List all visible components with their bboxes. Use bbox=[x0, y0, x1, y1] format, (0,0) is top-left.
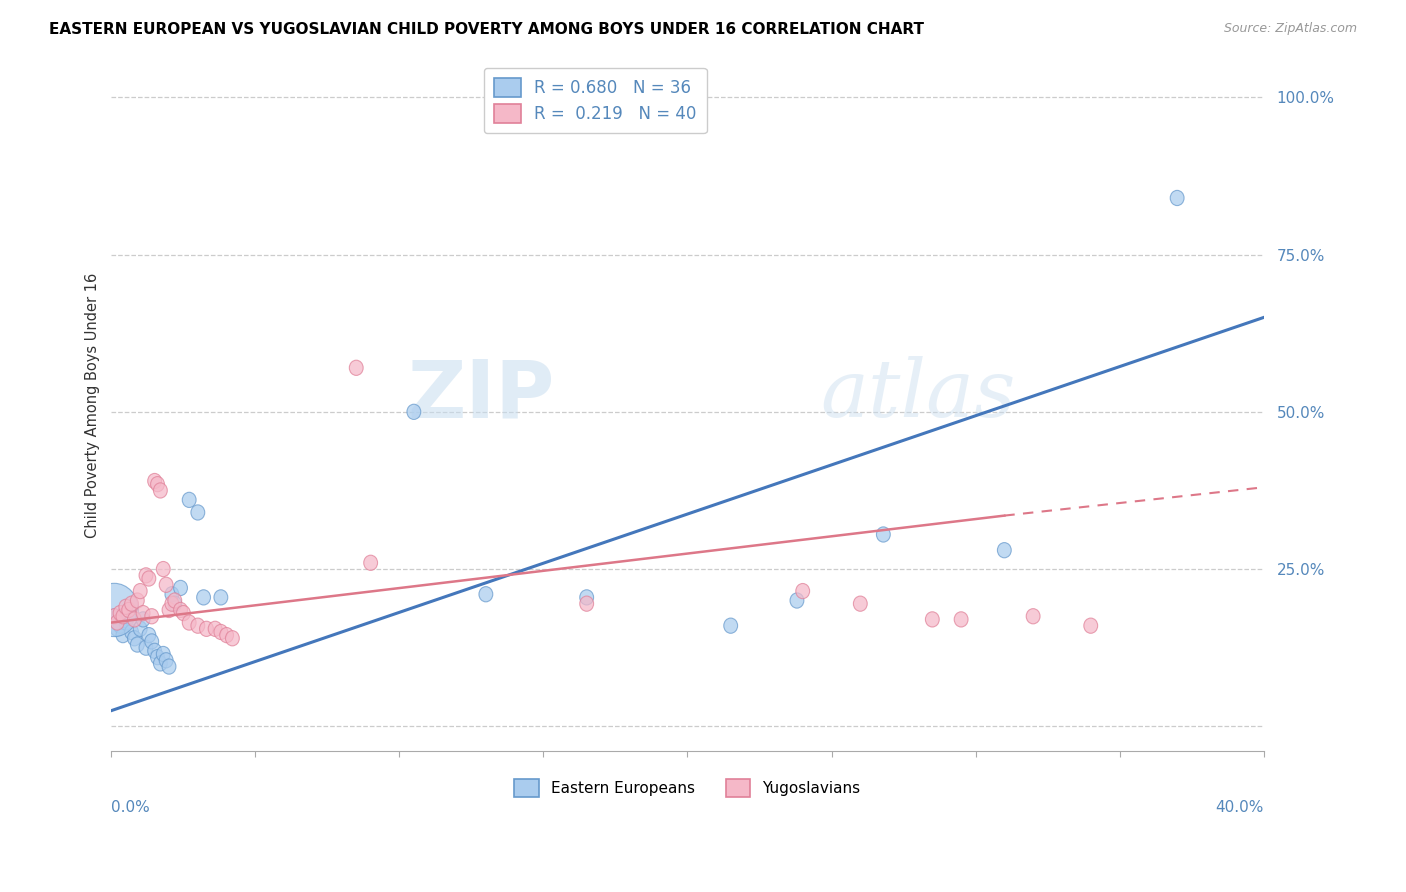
Ellipse shape bbox=[90, 583, 138, 637]
Ellipse shape bbox=[790, 593, 804, 608]
Ellipse shape bbox=[853, 596, 868, 611]
Ellipse shape bbox=[134, 583, 148, 599]
Ellipse shape bbox=[148, 474, 162, 489]
Ellipse shape bbox=[159, 577, 173, 592]
Ellipse shape bbox=[153, 483, 167, 498]
Ellipse shape bbox=[107, 608, 121, 624]
Ellipse shape bbox=[136, 612, 150, 627]
Ellipse shape bbox=[122, 602, 135, 617]
Text: ZIP: ZIP bbox=[408, 356, 555, 434]
Ellipse shape bbox=[579, 596, 593, 611]
Ellipse shape bbox=[364, 555, 378, 570]
Ellipse shape bbox=[110, 621, 124, 636]
Ellipse shape bbox=[136, 606, 150, 621]
Ellipse shape bbox=[110, 615, 124, 630]
Ellipse shape bbox=[479, 587, 492, 602]
Ellipse shape bbox=[150, 649, 165, 665]
Ellipse shape bbox=[796, 583, 810, 599]
Ellipse shape bbox=[183, 492, 195, 508]
Ellipse shape bbox=[148, 643, 162, 658]
Legend: Eastern Europeans, Yugoslavians: Eastern Europeans, Yugoslavians bbox=[509, 772, 866, 803]
Y-axis label: Child Poverty Among Boys Under 16: Child Poverty Among Boys Under 16 bbox=[86, 273, 100, 538]
Ellipse shape bbox=[208, 621, 222, 636]
Ellipse shape bbox=[173, 602, 187, 617]
Ellipse shape bbox=[165, 587, 179, 602]
Ellipse shape bbox=[1170, 190, 1184, 205]
Ellipse shape bbox=[142, 571, 156, 586]
Ellipse shape bbox=[112, 618, 127, 633]
Ellipse shape bbox=[125, 624, 138, 640]
Ellipse shape bbox=[150, 476, 165, 491]
Ellipse shape bbox=[579, 590, 593, 605]
Ellipse shape bbox=[167, 596, 181, 611]
Ellipse shape bbox=[219, 627, 233, 643]
Ellipse shape bbox=[156, 561, 170, 577]
Ellipse shape bbox=[876, 527, 890, 542]
Ellipse shape bbox=[159, 653, 173, 668]
Text: 40.0%: 40.0% bbox=[1215, 800, 1264, 815]
Ellipse shape bbox=[112, 606, 127, 621]
Text: Source: ZipAtlas.com: Source: ZipAtlas.com bbox=[1223, 22, 1357, 36]
Ellipse shape bbox=[134, 621, 148, 636]
Ellipse shape bbox=[197, 590, 211, 605]
Ellipse shape bbox=[145, 634, 159, 649]
Ellipse shape bbox=[173, 581, 187, 596]
Text: 0.0%: 0.0% bbox=[111, 800, 150, 815]
Ellipse shape bbox=[724, 618, 738, 633]
Ellipse shape bbox=[156, 647, 170, 662]
Ellipse shape bbox=[128, 612, 142, 627]
Ellipse shape bbox=[142, 627, 156, 643]
Ellipse shape bbox=[349, 360, 363, 376]
Ellipse shape bbox=[925, 612, 939, 627]
Ellipse shape bbox=[165, 596, 179, 611]
Ellipse shape bbox=[191, 505, 205, 520]
Ellipse shape bbox=[120, 599, 132, 615]
Ellipse shape bbox=[139, 567, 153, 583]
Ellipse shape bbox=[139, 640, 153, 656]
Ellipse shape bbox=[128, 631, 142, 646]
Ellipse shape bbox=[1084, 618, 1098, 633]
Ellipse shape bbox=[997, 542, 1011, 558]
Ellipse shape bbox=[162, 659, 176, 674]
Ellipse shape bbox=[131, 593, 145, 608]
Ellipse shape bbox=[107, 608, 121, 624]
Ellipse shape bbox=[177, 606, 190, 621]
Ellipse shape bbox=[167, 593, 181, 608]
Ellipse shape bbox=[117, 608, 129, 624]
Ellipse shape bbox=[1026, 608, 1040, 624]
Ellipse shape bbox=[200, 621, 214, 636]
Ellipse shape bbox=[225, 631, 239, 646]
Ellipse shape bbox=[131, 637, 145, 652]
Ellipse shape bbox=[214, 624, 228, 640]
Ellipse shape bbox=[153, 656, 167, 671]
Ellipse shape bbox=[183, 615, 195, 630]
Ellipse shape bbox=[162, 602, 176, 617]
Ellipse shape bbox=[117, 627, 129, 643]
Text: atlas: atlas bbox=[820, 357, 1015, 434]
Ellipse shape bbox=[145, 608, 159, 624]
Ellipse shape bbox=[120, 615, 132, 630]
Ellipse shape bbox=[955, 612, 969, 627]
Text: EASTERN EUROPEAN VS YUGOSLAVIAN CHILD POVERTY AMONG BOYS UNDER 16 CORRELATION CH: EASTERN EUROPEAN VS YUGOSLAVIAN CHILD PO… bbox=[49, 22, 924, 37]
Ellipse shape bbox=[191, 618, 205, 633]
Ellipse shape bbox=[214, 590, 228, 605]
Ellipse shape bbox=[125, 596, 138, 611]
Ellipse shape bbox=[122, 608, 135, 624]
Ellipse shape bbox=[406, 404, 420, 419]
